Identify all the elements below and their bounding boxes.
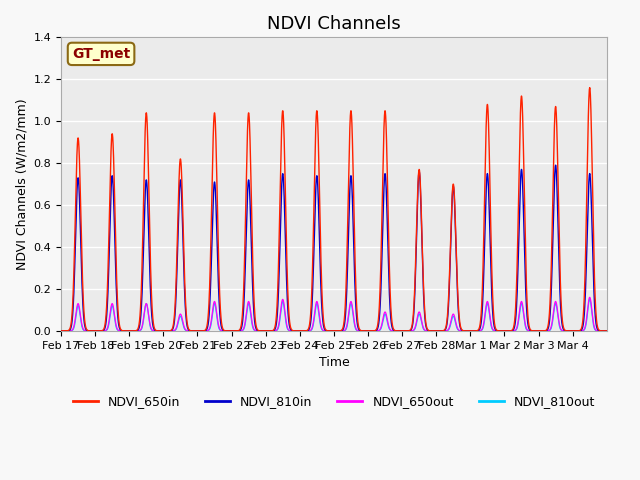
Title: NDVI Channels: NDVI Channels bbox=[267, 15, 401, 33]
X-axis label: Time: Time bbox=[319, 356, 349, 369]
Legend: NDVI_650in, NDVI_810in, NDVI_650out, NDVI_810out: NDVI_650in, NDVI_810in, NDVI_650out, NDV… bbox=[68, 390, 600, 413]
Y-axis label: NDVI Channels (W/m2/mm): NDVI Channels (W/m2/mm) bbox=[15, 98, 28, 270]
Text: GT_met: GT_met bbox=[72, 47, 130, 61]
